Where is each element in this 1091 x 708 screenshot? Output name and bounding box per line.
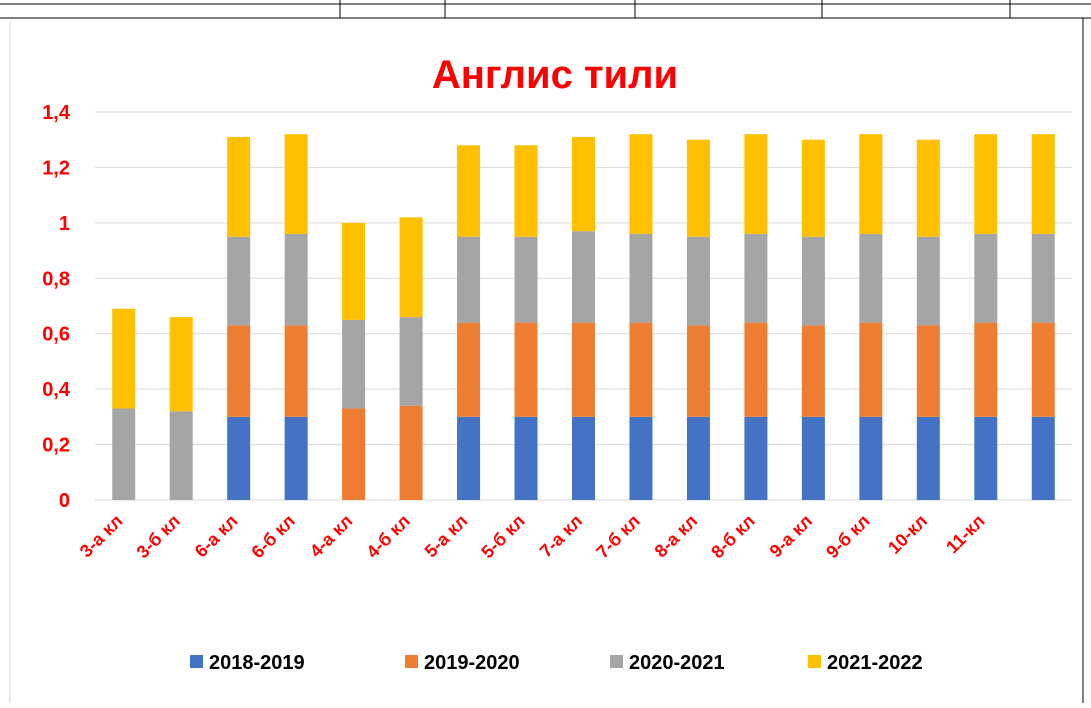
bar-segment	[169, 317, 193, 412]
bar-segment	[916, 139, 940, 237]
legend-label: 2021-2022	[827, 652, 923, 674]
bar-segment	[342, 319, 366, 409]
y-tick-label: 0,8	[42, 268, 70, 290]
y-tick-label: 1	[59, 213, 70, 235]
bar-segment	[227, 236, 251, 326]
bar-segment	[572, 136, 595, 232]
legend-label: 2020-2021	[629, 652, 725, 674]
bar-segment	[859, 233, 883, 323]
y-tick-label: 0,2	[42, 435, 70, 457]
y-tick-label: 1,2	[42, 157, 70, 179]
bar-segment	[744, 134, 768, 234]
x-tick-label: 9-а кл	[766, 511, 817, 562]
bar-segment	[974, 416, 998, 500]
x-tick-label: 9-б кл	[822, 511, 873, 562]
bar-segment	[629, 416, 653, 500]
bar-segment	[744, 233, 768, 323]
chart-title: Англис тили	[432, 53, 678, 97]
bar-segment	[514, 322, 538, 417]
bar-segment	[572, 416, 595, 500]
bar-segment	[744, 322, 768, 417]
x-tick-label: 3-б кл	[133, 511, 184, 562]
bar-segment	[284, 134, 308, 234]
bar-segment	[801, 325, 825, 417]
bar-segment	[1031, 233, 1055, 323]
legend-swatch	[190, 655, 203, 668]
y-tick-label: 0,6	[42, 324, 70, 346]
y-tick-label: 0,4	[42, 379, 71, 401]
bar-segment	[284, 325, 308, 417]
bar-segment	[974, 134, 998, 234]
bar-segment	[686, 325, 710, 417]
bar-segment	[859, 322, 883, 417]
bar-segment	[974, 233, 998, 323]
bar-segment	[572, 322, 595, 417]
bar-segment	[227, 136, 251, 237]
legend-swatch	[610, 655, 623, 668]
bar-segment	[457, 416, 481, 500]
bar-segment	[744, 416, 768, 500]
bar-segment	[916, 416, 940, 500]
bar-segment	[916, 236, 940, 326]
bar-segment	[572, 231, 595, 323]
bar-segment	[284, 416, 308, 500]
bar-segment	[342, 408, 366, 500]
bar-segment	[457, 145, 481, 237]
bar-segment	[859, 134, 883, 234]
x-tick-label: 6-а кл	[191, 511, 242, 562]
x-tick-label: 10-кл	[884, 511, 931, 558]
legend-label: 2018-2019	[209, 652, 305, 674]
bar-segment	[112, 408, 136, 500]
legend-swatch	[808, 655, 821, 668]
x-tick-label: 7-а кл	[536, 511, 587, 562]
bar-segment	[514, 145, 538, 237]
x-tick-label: 7-б кл	[592, 511, 643, 562]
bar-segment	[112, 308, 136, 409]
bar-segment	[227, 416, 251, 500]
bar-segment	[169, 411, 193, 500]
x-tick-label: 5-б кл	[477, 511, 528, 562]
bar-segment	[342, 222, 366, 320]
x-tick-label: 6-б кл	[248, 511, 299, 562]
bar-segment	[514, 236, 538, 323]
bar-segment	[457, 322, 481, 417]
bar-segment	[801, 236, 825, 326]
x-tick-label: 5-а кл	[421, 511, 472, 562]
bar-segment	[399, 317, 423, 406]
x-tick-label: 4-б кл	[362, 511, 413, 562]
bar-segment	[457, 236, 481, 323]
x-tick-label: 11-кл	[942, 511, 988, 557]
bar-segment	[629, 233, 653, 323]
legend-label: 2019-2020	[424, 652, 520, 674]
bar-segment	[1031, 134, 1055, 234]
bar-segment	[399, 217, 423, 318]
x-tick-label: 3-а кл	[76, 511, 127, 562]
x-tick-label: 4-а кл	[306, 511, 357, 562]
bar-segment	[227, 325, 251, 417]
bar-segment	[801, 139, 825, 237]
y-tick-label: 0	[59, 490, 70, 512]
bar-segment	[1031, 322, 1055, 417]
bar-segment	[686, 236, 710, 326]
bar-segment	[284, 233, 308, 326]
bar-segment	[629, 134, 653, 234]
bar-segment	[686, 416, 710, 500]
bar-segment	[859, 416, 883, 500]
bar-segment	[974, 322, 998, 417]
legend-swatch	[405, 655, 418, 668]
bar-segment	[801, 416, 825, 500]
bar-segment	[1031, 416, 1055, 500]
bar-segment	[686, 139, 710, 237]
bar-segment	[514, 416, 538, 500]
bar-segment	[629, 322, 653, 417]
y-tick-label: 1,4	[42, 102, 71, 124]
bar-segment	[916, 325, 940, 417]
x-tick-label: 8-б кл	[707, 511, 758, 562]
bar-segment	[399, 405, 423, 500]
x-tick-label: 8-а кл	[651, 511, 702, 562]
